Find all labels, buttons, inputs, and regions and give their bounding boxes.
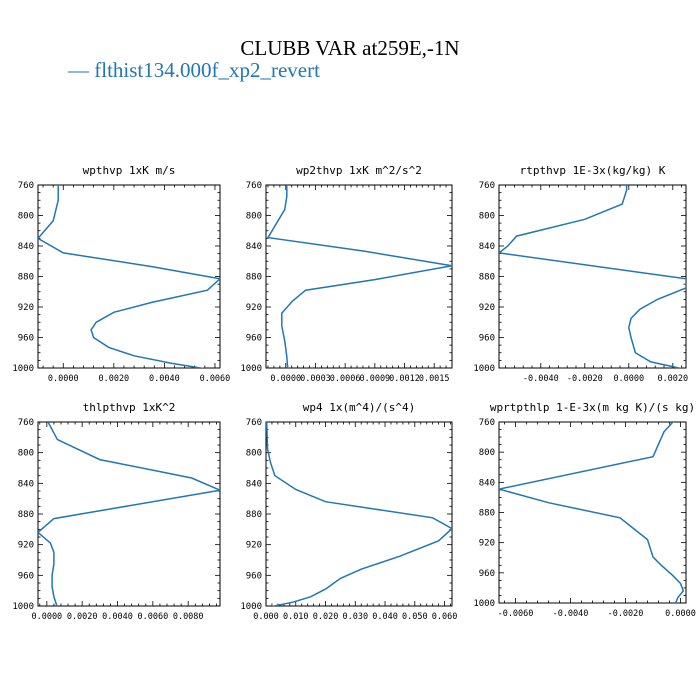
x-tick-label: 0.0020 <box>657 374 688 384</box>
series-line <box>266 185 452 368</box>
y-tick-label: 960 <box>479 569 495 579</box>
x-tick-label: 0.0012 <box>389 374 420 384</box>
y-tick-label: 880 <box>246 273 262 283</box>
y-tick-label: 960 <box>18 571 34 581</box>
x-tick-label: -0.0040 <box>523 374 559 384</box>
legend-entry: — flthist134.000f_xp2_revert <box>68 58 320 82</box>
y-tick-label: 760 <box>246 418 262 428</box>
x-tick-label: 0.050 <box>402 612 428 622</box>
chart-panel-5: wp4 1x(m^4)/(s^4)76080084088092096010000… <box>240 401 457 622</box>
y-tick-label: 800 <box>246 449 262 459</box>
y-tick-label: 920 <box>479 539 495 549</box>
y-tick-label: 920 <box>479 303 495 313</box>
x-tick-label: 0.0009 <box>359 374 390 384</box>
plot-frame <box>498 184 687 369</box>
series-line <box>499 422 685 603</box>
x-tick-label: 0.0060 <box>200 374 231 384</box>
y-tick-label: 760 <box>479 181 495 191</box>
y-tick-label: 760 <box>479 418 495 428</box>
y-tick-label: 960 <box>479 334 495 344</box>
y-tick-label: 960 <box>18 334 34 344</box>
y-tick-label: 880 <box>18 273 34 283</box>
x-tick-label: 0.0080 <box>173 612 204 622</box>
x-tick-label: 0.0015 <box>419 374 450 384</box>
y-tick-label: 920 <box>18 303 34 313</box>
y-tick-label: 760 <box>18 418 34 428</box>
y-tick-label: 880 <box>479 509 495 519</box>
y-tick-label: 880 <box>479 273 495 283</box>
x-tick-label: 0.060 <box>432 612 458 622</box>
y-tick-label: 840 <box>479 478 495 488</box>
y-tick-label: 840 <box>18 479 34 489</box>
series-line <box>499 185 686 368</box>
x-tick-label: 0.030 <box>342 612 368 622</box>
y-tick-label: 1000 <box>473 364 495 374</box>
series-line <box>266 422 452 606</box>
plot-frame <box>37 184 221 369</box>
x-tick-label: 0.0060 <box>137 612 168 622</box>
x-tick-label: 0.0020 <box>98 374 129 384</box>
x-tick-label: 0.0000 <box>270 374 301 384</box>
chart-panel-6: wprtpthlp 1-E-3x(m kg K)/(s kg) 760 800 840… <box>473 401 696 619</box>
y-tick-label: 1000 <box>12 364 34 374</box>
x-tick-label: 0.0000 <box>665 609 696 619</box>
series-line <box>38 185 220 368</box>
figure-title: CLUBB VAR at259E,-1N <box>240 36 460 60</box>
plot-frame <box>265 184 453 369</box>
chart-panel-4: thlpthvp 1xK^276080084088092096010000.00… <box>12 401 221 622</box>
y-tick-label: 800 <box>479 448 495 458</box>
chart-panel-3: rtpthvp 1E-3x(kg/kg) K 760 800 840 880 920 960… <box>473 164 688 384</box>
x-tick-label: -0.0040 <box>553 609 589 619</box>
y-tick-label: 800 <box>18 449 34 459</box>
x-tick-label: 0.0003 <box>300 374 331 384</box>
y-tick-label: 800 <box>18 212 34 222</box>
y-tick-label: 920 <box>246 303 262 313</box>
chart-panel-1: wpthvp 1xK m/s 760 800 840 880 920 960 1000 0.00… <box>12 164 230 384</box>
x-tick-label: -0.0020 <box>608 609 644 619</box>
y-tick-label: 840 <box>18 242 34 252</box>
y-tick-label: 840 <box>479 242 495 252</box>
x-tick-label: 0.0000 <box>31 612 62 622</box>
panel-title: wp2thvp 1xK m^2/s^2 <box>296 164 422 177</box>
x-tick-label: 0.000 <box>253 612 279 622</box>
y-tick-label: 1000 <box>12 602 34 612</box>
plot-frame <box>37 421 221 607</box>
y-tick-label: 880 <box>18 510 34 520</box>
x-tick-label: 0.0040 <box>149 374 180 384</box>
x-tick-label: 0.0006 <box>330 374 361 384</box>
x-tick-label: 0.040 <box>372 612 398 622</box>
x-tick-label: 0.0040 <box>102 612 133 622</box>
y-tick-label: 920 <box>246 541 262 551</box>
panel-title: thlpthvp 1xK^2 <box>83 401 176 414</box>
panel-title: wp4 1x(m^4)/(s^4) <box>303 401 416 414</box>
y-tick-label: 920 <box>18 541 34 551</box>
y-tick-label: 800 <box>479 212 495 222</box>
x-tick-label: 0.0020 <box>67 612 98 622</box>
y-tick-label: 880 <box>246 510 262 520</box>
y-tick-label: 1000 <box>240 602 262 612</box>
y-tick-label: 800 <box>246 212 262 222</box>
y-tick-label: 840 <box>246 479 262 489</box>
x-tick-label: 0.020 <box>313 612 339 622</box>
y-tick-label: 960 <box>246 334 262 344</box>
y-tick-label: 840 <box>246 242 262 252</box>
series-line <box>38 422 220 606</box>
y-tick-label: 1000 <box>473 599 495 609</box>
x-tick-label: 0.0000 <box>613 374 644 384</box>
chart-panel-2: wp2thvp 1xK m^2/s^2 760 800 840 880 920 960 100… <box>240 164 453 384</box>
panel-title: rtpthvp 1E-3x(kg/kg) K <box>520 164 666 177</box>
y-tick-label: 760 <box>246 181 262 191</box>
x-tick-label: 0.0000 <box>48 374 79 384</box>
y-tick-label: 1000 <box>240 364 262 374</box>
x-tick-label: -0.0060 <box>498 609 534 619</box>
panel-title: wpthvp 1xK m/s <box>83 164 176 177</box>
panel-title: wprtpthlp 1-E-3x(m kg K)/(s kg) <box>490 401 695 414</box>
x-tick-label: -0.0020 <box>567 374 603 384</box>
plot-frame <box>265 421 453 607</box>
x-tick-label: 0.010 <box>283 612 309 622</box>
y-tick-label: 760 <box>18 181 34 191</box>
y-tick-label: 960 <box>246 571 262 581</box>
